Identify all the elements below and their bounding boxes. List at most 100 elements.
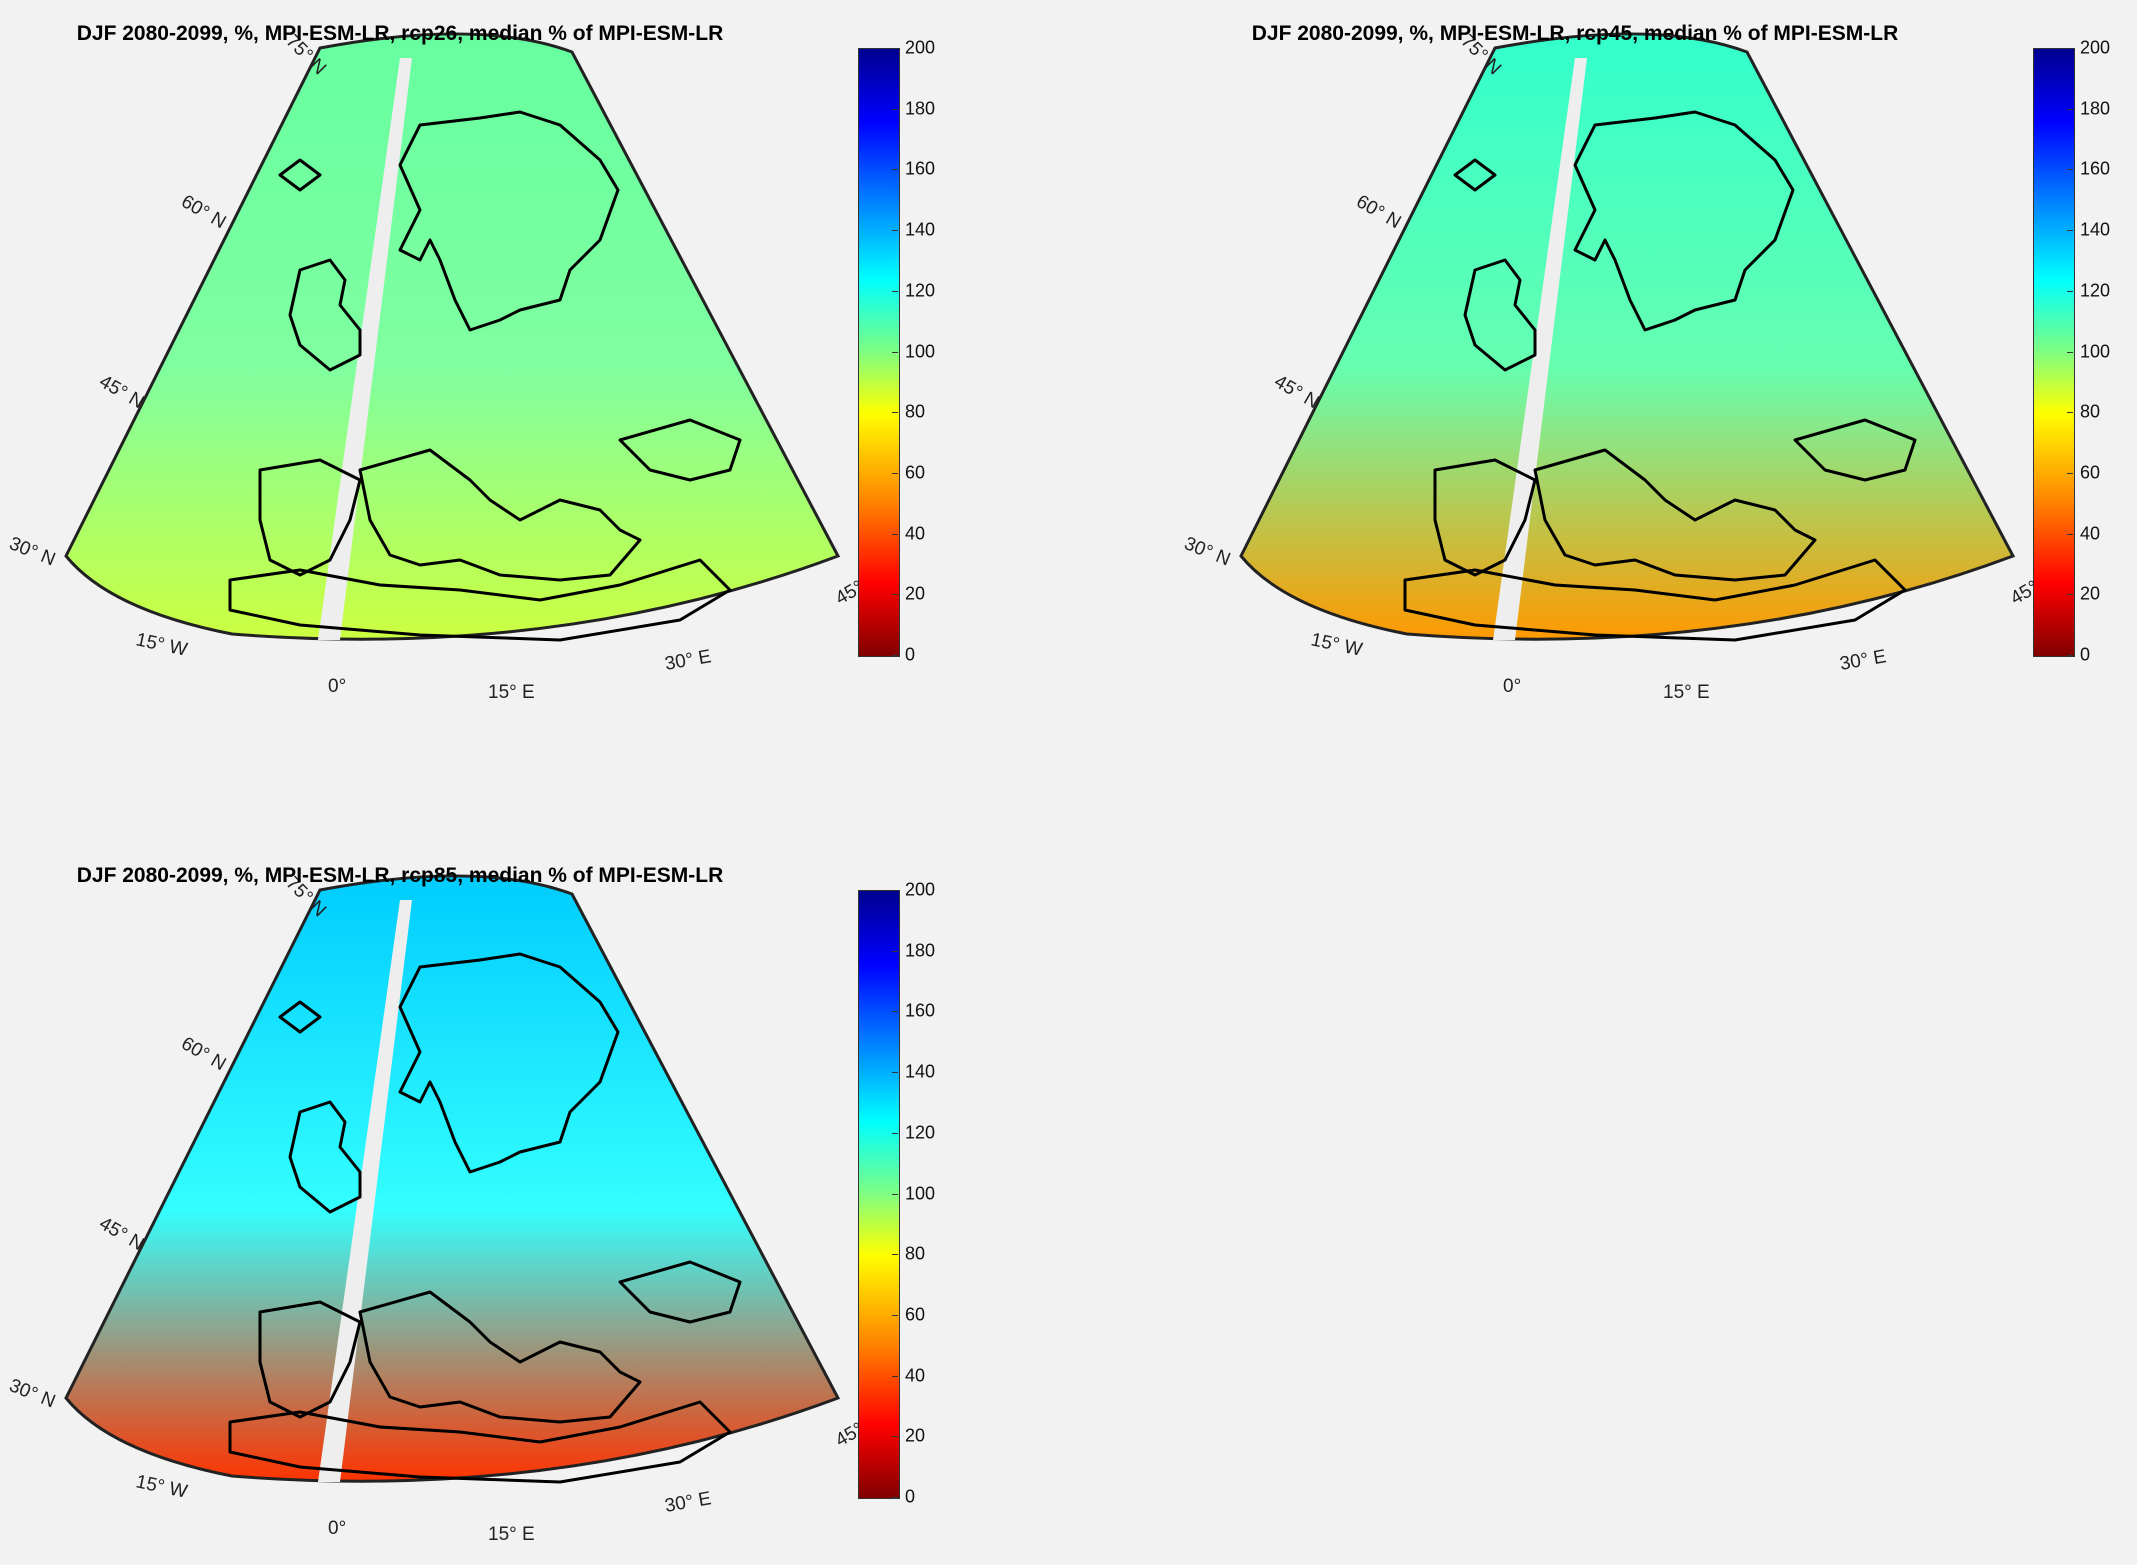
colorbar-tick-mark bbox=[2067, 290, 2073, 292]
colorbar-tick-label: 120 bbox=[2080, 280, 2111, 301]
colorbar-tick-label: 140 bbox=[905, 219, 936, 240]
colorbar-tick-label: 200 bbox=[905, 37, 936, 58]
colorbar-tick-mark bbox=[892, 890, 898, 891]
coastline bbox=[1793, 418, 1917, 482]
colorbar-tick-mark bbox=[892, 1072, 898, 1074]
colorbar-tick-mark bbox=[892, 108, 898, 110]
colorbar-tick-label: 0 bbox=[2080, 644, 2091, 665]
colorbar-tick-label: 140 bbox=[2080, 219, 2111, 240]
colorbar-tick-label: 100 bbox=[905, 1183, 936, 1203]
colorbar-tick-label: 160 bbox=[905, 158, 936, 179]
colorbar-tick-mark bbox=[892, 1132, 898, 1134]
colorbar-tick-label: 0 bbox=[905, 1486, 916, 1507]
panel-title: DJF 2080-2099, %, MPI-ESM-LR, rcp26, med… bbox=[76, 22, 724, 45]
colorbar-tick-mark bbox=[892, 1497, 898, 1498]
colorbar-tick-mark bbox=[2067, 412, 2073, 414]
colorbar-tick-label: 180 bbox=[905, 98, 936, 119]
lat-label: 30° N bbox=[6, 1375, 58, 1412]
colorbar-tick-label: 60 bbox=[905, 462, 926, 483]
colorbar-tick-mark bbox=[2067, 48, 2073, 49]
lon-label: 0° bbox=[328, 1518, 346, 1539]
lon-label: 15° W bbox=[134, 1471, 189, 1502]
coastline bbox=[288, 258, 362, 372]
colorbar-tick-mark bbox=[892, 1314, 898, 1316]
colorbar-tick-label: 160 bbox=[905, 1000, 936, 1021]
colorbar-tick-label: 100 bbox=[905, 341, 936, 361]
missing-data-strip bbox=[1493, 58, 1587, 640]
colorbar-tick-label: 180 bbox=[2080, 98, 2111, 119]
map-sector bbox=[64, 874, 841, 1483]
colorbar-tick-mark bbox=[892, 655, 898, 656]
colorbar-tick-label: 60 bbox=[2080, 462, 2101, 483]
map-sector bbox=[64, 32, 841, 641]
lat-label: 45° N bbox=[96, 1213, 148, 1255]
colorbar-tick-label: 40 bbox=[905, 523, 926, 544]
lon-label: 15° E bbox=[1663, 682, 1710, 700]
lon-label: 0° bbox=[328, 676, 346, 697]
colorbar-tick-label: 20 bbox=[905, 583, 926, 604]
colorbar-tick-mark bbox=[892, 48, 898, 49]
colorbar-tick-mark bbox=[892, 1436, 898, 1438]
coastline bbox=[228, 1400, 732, 1484]
coastline bbox=[1453, 158, 1497, 192]
lon-label: 30° E bbox=[663, 646, 713, 675]
coastline bbox=[1463, 258, 1537, 372]
map-sector bbox=[1239, 32, 2016, 641]
lon-label: 30° E bbox=[663, 1488, 713, 1517]
colorbar-tick-mark bbox=[892, 169, 898, 171]
coastline bbox=[1433, 458, 1537, 577]
lat-label: 60° N bbox=[178, 191, 230, 233]
colorbar-tick-mark bbox=[892, 1193, 898, 1195]
missing-data-strip bbox=[318, 900, 412, 1482]
coastline bbox=[258, 1300, 362, 1419]
colorbar-tick-label: 20 bbox=[2080, 583, 2101, 604]
colorbar-tick-label: 120 bbox=[905, 280, 936, 301]
colorbar-tick-mark bbox=[2067, 108, 2073, 110]
colorbar-tick-mark bbox=[892, 412, 898, 414]
colorbar-tick-mark bbox=[892, 290, 898, 292]
colorbar bbox=[858, 48, 900, 657]
colorbar-tick-label: 200 bbox=[905, 879, 936, 900]
colorbar-tick-label: 200 bbox=[2080, 37, 2111, 58]
colorbar-tick-mark bbox=[2067, 594, 2073, 596]
colorbar-tick-mark bbox=[892, 1254, 898, 1256]
colorbar-tick-label: 100 bbox=[2080, 341, 2111, 361]
colorbar-tick-label: 40 bbox=[905, 1365, 926, 1386]
colorbar-tick-label: 60 bbox=[905, 1304, 926, 1325]
colorbar-tick-mark bbox=[892, 950, 898, 952]
colorbar-tick-label: 140 bbox=[905, 1061, 936, 1082]
colorbar-tick-mark bbox=[2067, 169, 2073, 171]
coastline bbox=[1533, 448, 1817, 582]
lon-label: 45° bbox=[832, 577, 867, 610]
colorbar-tick-mark bbox=[2067, 230, 2073, 232]
coastline bbox=[258, 458, 362, 577]
lon-label: 15° W bbox=[1309, 629, 1364, 660]
map-panel-rcp85: DJF 2080-2099, %, MPI-ESM-LR, rcp85, med… bbox=[0, 842, 960, 1542]
coastline bbox=[1403, 558, 1907, 642]
coastline bbox=[278, 1000, 322, 1034]
lon-label: 15° E bbox=[488, 1524, 535, 1542]
colorbar-tick-label: 0 bbox=[905, 644, 916, 665]
colorbar-tick-mark bbox=[892, 472, 898, 474]
lat-label: 60° N bbox=[178, 1033, 230, 1075]
colorbar-tick-label: 160 bbox=[2080, 158, 2111, 179]
colorbar-tick-label: 180 bbox=[905, 940, 936, 961]
coastline bbox=[618, 418, 742, 482]
map-sector-rcp85: 30° N45° N60° N75° N15° W0° 15° E30° E45° bbox=[6, 873, 867, 1542]
coastline bbox=[358, 1290, 642, 1424]
colorbar-tick-mark bbox=[892, 1011, 898, 1013]
colorbar-tick-mark bbox=[2067, 655, 2073, 656]
lat-label: 30° N bbox=[6, 533, 58, 570]
lon-label: 0° bbox=[1503, 676, 1521, 697]
coastline bbox=[278, 158, 322, 192]
colorbar-tick-mark bbox=[892, 594, 898, 596]
lat-label: 45° N bbox=[96, 371, 148, 413]
colorbar-tick-label: 80 bbox=[905, 1243, 926, 1264]
colorbar-tick-mark bbox=[892, 1375, 898, 1377]
coastline bbox=[1573, 110, 1795, 332]
colorbar-tick-label: 20 bbox=[905, 1425, 926, 1446]
colorbar-tick-mark bbox=[892, 351, 898, 353]
lon-label: 30° E bbox=[1838, 646, 1888, 675]
coastline bbox=[618, 1260, 742, 1324]
coastline bbox=[288, 1100, 362, 1214]
